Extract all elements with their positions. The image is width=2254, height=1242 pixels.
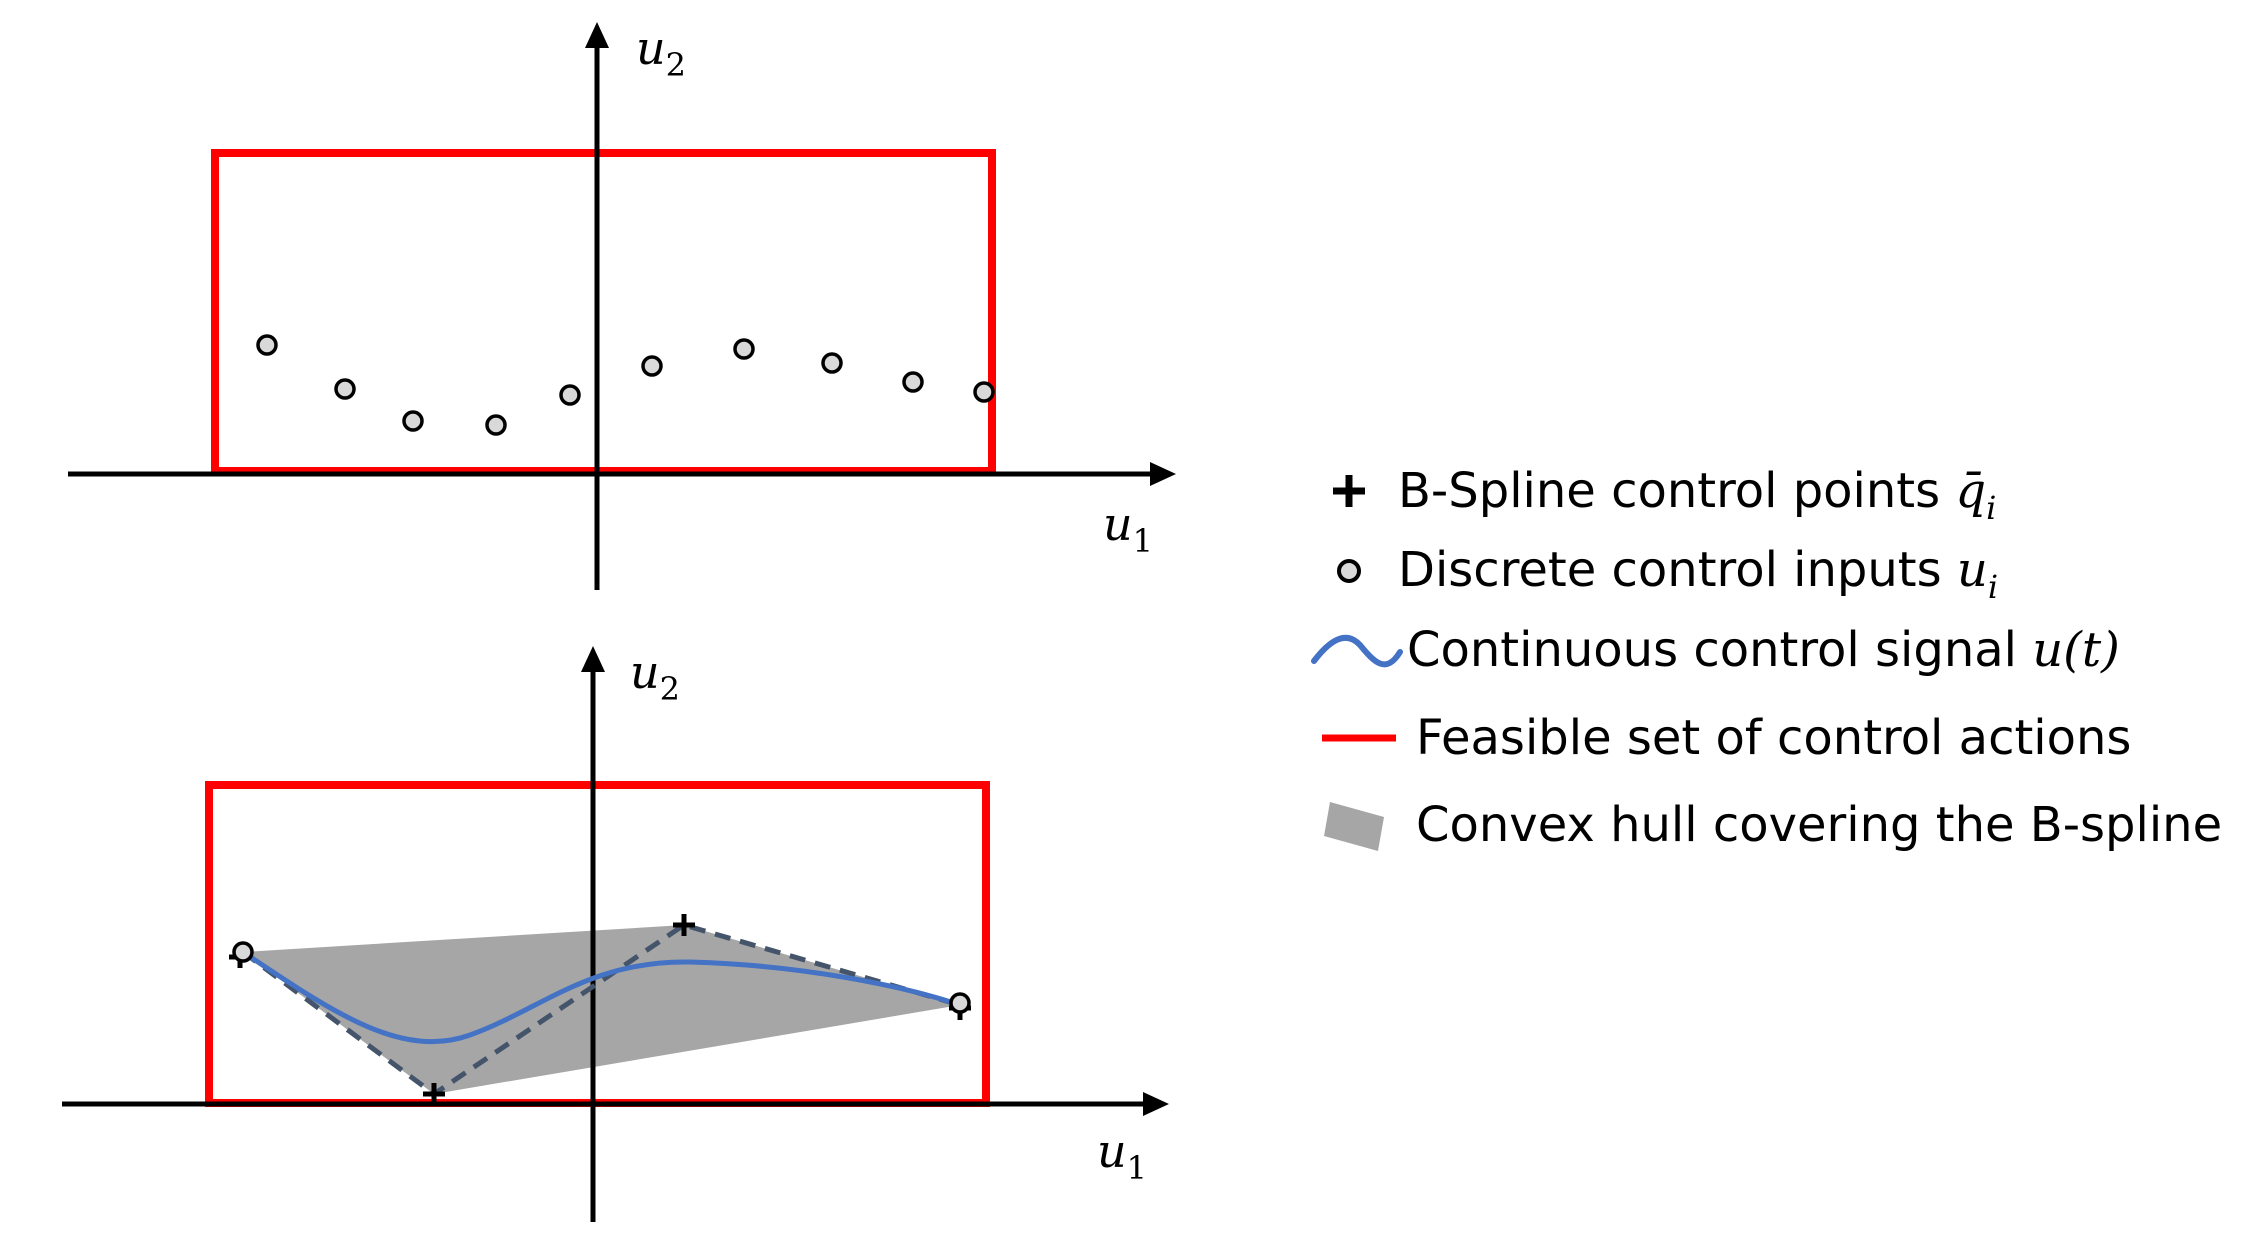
legend-label-discrete-inputs: Discrete control inputs ui	[1398, 542, 1998, 606]
legend-label-control-points: B-Spline control points q̄i	[1398, 463, 1996, 527]
continuous-control-signal	[241, 949, 961, 1045]
bottom-x-axis-arrow-icon	[1143, 1092, 1169, 1116]
bottom-plot: u2 u1	[62, 645, 1169, 1222]
circle-marker-icon	[1337, 559, 1361, 583]
plus-marker-icon	[1333, 475, 1365, 507]
convex-hull-region	[243, 925, 960, 1094]
discrete-input-marker-icon	[949, 992, 971, 1014]
bottom-y-axis-arrow-icon	[581, 646, 605, 672]
top-y-axis-arrow-icon	[585, 22, 609, 48]
control-point-plus-icon	[673, 914, 695, 936]
discrete-input-marker-icon	[821, 352, 843, 374]
legend-label-continuous-signal: Continuous control signal u(t)	[1407, 622, 2120, 678]
top-plot: u2 u1	[68, 21, 1176, 590]
discrete-input-marker-icon	[641, 355, 663, 377]
control-polygon	[241, 922, 961, 1098]
bottom-x-axis-label: u1	[1097, 1124, 1147, 1187]
wave-line-icon	[1311, 634, 1403, 668]
top-feasible-set-rect	[211, 149, 996, 475]
legend-label-feasible-set: Feasible set of control actions	[1416, 710, 2131, 766]
discrete-input-marker-icon	[485, 414, 507, 436]
legend-label-convex-hull: Convex hull covering the B-spline	[1416, 797, 2222, 853]
gray-patch-icon	[1324, 802, 1384, 851]
top-x-axis-arrow-icon	[1150, 462, 1176, 486]
discrete-input-marker-icon	[733, 338, 755, 360]
legend-item-control-points: B-Spline control points q̄i	[1333, 463, 1996, 527]
top-y-axis-label: u2	[636, 21, 686, 84]
top-discrete-inputs	[256, 334, 995, 436]
legend: B-Spline control points q̄i Discrete con…	[1311, 463, 2222, 853]
discrete-input-marker-icon	[973, 381, 995, 403]
legend-item-continuous-signal: Continuous control signal u(t)	[1311, 622, 2120, 678]
bottom-discrete-inputs	[232, 941, 971, 1014]
discrete-input-marker-icon	[902, 371, 924, 393]
bottom-y-axis-label: u2	[630, 645, 680, 708]
discrete-input-marker-icon	[232, 941, 254, 963]
top-x-axis-label: u1	[1103, 497, 1153, 560]
legend-item-convex-hull: Convex hull covering the B-spline	[1324, 797, 2222, 853]
discrete-input-marker-icon	[334, 378, 356, 400]
control-point-plus-icon	[423, 1083, 445, 1105]
legend-item-discrete-inputs: Discrete control inputs ui	[1337, 542, 1998, 606]
legend-item-feasible-set: Feasible set of control actions	[1322, 710, 2131, 766]
discrete-input-marker-icon	[256, 334, 278, 356]
discrete-input-marker-icon	[402, 410, 424, 432]
discrete-input-marker-icon	[559, 384, 581, 406]
